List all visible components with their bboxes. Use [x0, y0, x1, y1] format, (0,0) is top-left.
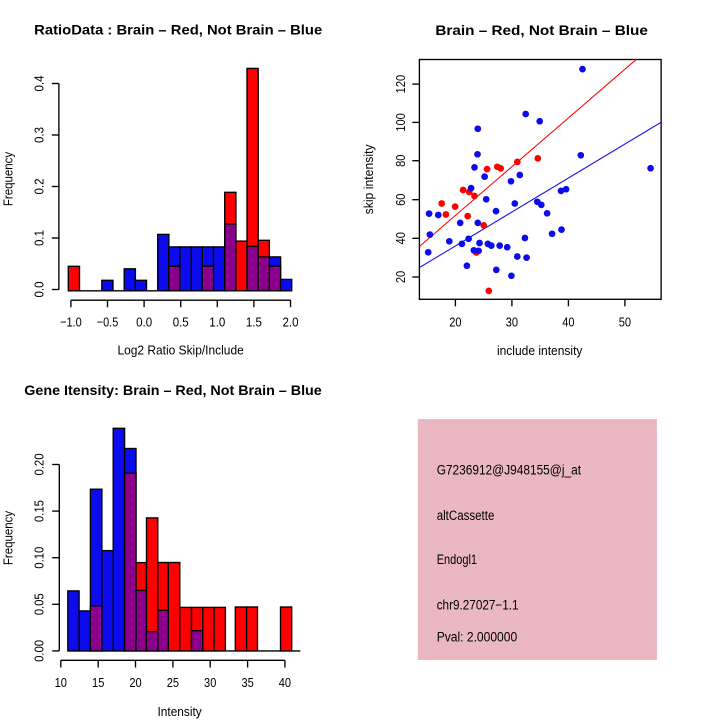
svg-text:Pval: 2.000000: Pval: 2.000000	[437, 630, 518, 645]
svg-text:120: 120	[393, 75, 408, 94]
svg-text:30: 30	[204, 675, 216, 690]
svg-text:include intensity: include intensity	[497, 343, 583, 358]
svg-text:0.4: 0.4	[31, 76, 46, 92]
svg-text:40: 40	[393, 232, 408, 244]
svg-text:0.00: 0.00	[32, 640, 47, 662]
svg-text:0.1: 0.1	[31, 230, 46, 246]
svg-text:Brain – Red, Not Brain – Blue: Brain – Red, Not Brain – Blue	[435, 22, 648, 38]
svg-text:0.05: 0.05	[32, 593, 47, 615]
svg-text:60: 60	[393, 194, 408, 206]
svg-text:Endogl1: Endogl1	[437, 552, 477, 567]
svg-text:0.10: 0.10	[32, 547, 47, 569]
svg-text:−1.0: −1.0	[60, 315, 82, 330]
svg-text:50: 50	[619, 315, 631, 330]
svg-text:0.0: 0.0	[136, 315, 152, 330]
svg-text:1.5: 1.5	[246, 315, 262, 330]
svg-text:Intensity: Intensity	[158, 704, 203, 719]
svg-text:0.5: 0.5	[173, 315, 189, 330]
svg-text:25: 25	[167, 675, 179, 690]
svg-text:10: 10	[55, 675, 67, 690]
svg-text:Log2 Ratio Skip/Include: Log2 Ratio Skip/Include	[117, 343, 243, 358]
svg-text:RatioData : Brain – Red, Not B: RatioData : Brain – Red, Not Brain – Blu…	[34, 21, 322, 37]
svg-text:0.3: 0.3	[31, 127, 46, 143]
svg-text:20: 20	[449, 315, 461, 330]
svg-text:2.0: 2.0	[283, 315, 299, 330]
svg-text:G7236912@J948155@j_at: G7236912@J948155@j_at	[437, 463, 582, 478]
svg-text:30: 30	[506, 315, 518, 330]
svg-text:altCassette: altCassette	[437, 508, 495, 523]
svg-text:0.2: 0.2	[31, 179, 46, 195]
svg-text:0.15: 0.15	[32, 500, 47, 522]
svg-text:Frequency: Frequency	[1, 510, 16, 565]
svg-text:Gene Itensity: Brain – Red, No: Gene Itensity: Brain – Red, Not Brain – …	[24, 382, 322, 398]
svg-text:0.0: 0.0	[31, 282, 46, 298]
svg-text:−0.5: −0.5	[97, 315, 119, 330]
svg-text:Frequency: Frequency	[1, 151, 16, 206]
svg-text:15: 15	[92, 675, 104, 690]
svg-text:0.20: 0.20	[32, 454, 47, 476]
svg-text:1.0: 1.0	[209, 315, 225, 330]
svg-text:35: 35	[241, 675, 253, 690]
svg-text:20: 20	[129, 675, 141, 690]
svg-text:80: 80	[393, 155, 408, 167]
svg-text:chr9.27027−1.1: chr9.27027−1.1	[437, 598, 519, 613]
svg-text:100: 100	[393, 113, 408, 131]
svg-text:skip intensity: skip intensity	[361, 144, 376, 214]
svg-text:40: 40	[562, 315, 574, 330]
svg-text:20: 20	[393, 271, 408, 283]
svg-text:40: 40	[279, 675, 291, 690]
